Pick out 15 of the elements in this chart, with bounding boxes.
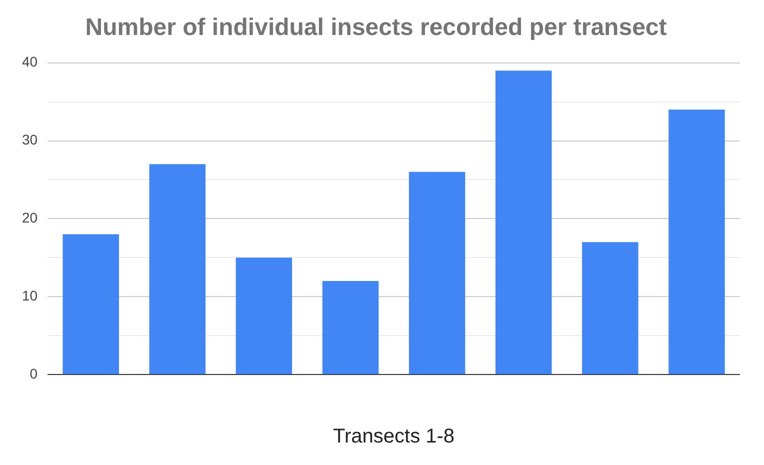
y-tick-label: 20 <box>22 210 38 226</box>
y-tick-label: 30 <box>22 132 38 148</box>
y-tick-label: 10 <box>22 288 38 304</box>
bar <box>236 258 292 374</box>
bar <box>582 242 638 374</box>
bar <box>62 234 119 374</box>
bar <box>149 164 206 374</box>
y-tick-label: 40 <box>22 54 38 70</box>
bar <box>322 281 379 374</box>
x-axis-title: Transects 1-8 <box>333 426 455 448</box>
bar <box>668 110 725 374</box>
y-tick-label: 0 <box>30 365 38 382</box>
bar <box>495 70 552 374</box>
chart-title: Number of individual insects recorded per transect <box>85 14 667 42</box>
bar <box>408 172 466 374</box>
